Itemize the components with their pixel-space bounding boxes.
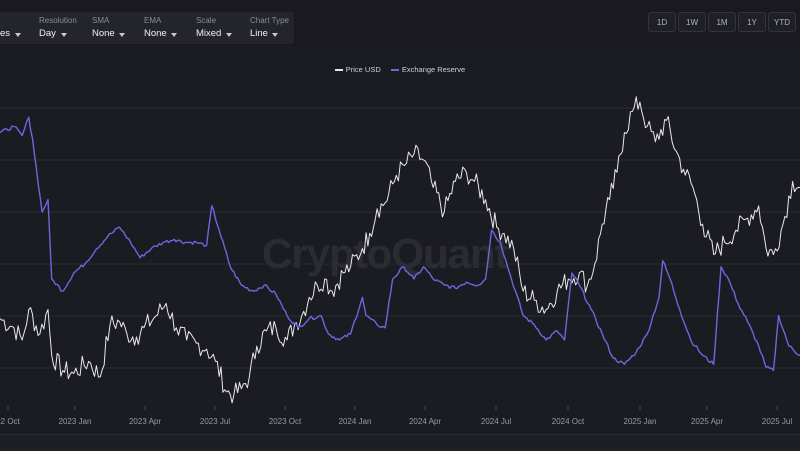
sma-value: None bbox=[92, 28, 115, 39]
chart-settings-group: es Resolution Day SMA None EMA None Scal… bbox=[0, 12, 294, 44]
x-tick-label: 22 Oct bbox=[0, 417, 21, 426]
range-buttons: 1D 1W 1M 1Y YTD bbox=[648, 12, 800, 32]
range-button-1d[interactable]: 1D bbox=[648, 12, 676, 32]
chevron-down-icon bbox=[272, 33, 278, 37]
x-tick-label: 2024 Apr bbox=[409, 417, 441, 426]
chart-type-value: Line bbox=[250, 28, 268, 39]
resolution-select[interactable]: Resolution Day bbox=[39, 12, 83, 44]
range-navigator[interactable] bbox=[0, 434, 800, 451]
x-tick-label: 2025 Jan bbox=[624, 417, 657, 426]
range-button-1y[interactable]: 1Y bbox=[738, 12, 766, 32]
chevron-down-icon bbox=[119, 33, 125, 37]
chart-type-label: Chart Type bbox=[250, 16, 289, 25]
x-tick-label: 2023 Oct bbox=[269, 417, 302, 426]
chevron-down-icon bbox=[15, 33, 21, 37]
x-tick-label: 2025 Jul bbox=[762, 417, 792, 426]
legend-swatch-reserve bbox=[390, 69, 399, 71]
chart-type-select[interactable]: Chart Type Line bbox=[250, 12, 294, 44]
chevron-down-icon bbox=[171, 33, 177, 37]
legend-label-reserve: Exchange Reserve bbox=[401, 65, 466, 74]
range-button-ytd[interactable]: YTD bbox=[768, 12, 796, 32]
category-value: es bbox=[0, 28, 11, 39]
scale-value: Mixed bbox=[196, 28, 222, 39]
chevron-down-icon bbox=[226, 33, 232, 37]
chevron-down-icon bbox=[61, 33, 67, 37]
legend-item-reserve[interactable]: Exchange Reserve bbox=[390, 65, 466, 74]
sma-select[interactable]: SMA None bbox=[92, 12, 136, 44]
chart-toolbar: es Resolution Day SMA None EMA None Scal… bbox=[0, 0, 800, 46]
resolution-value: Day bbox=[39, 28, 56, 39]
range-button-1w[interactable]: 1W bbox=[678, 12, 706, 32]
x-tick-label: 2024 Jan bbox=[339, 417, 372, 426]
legend-swatch-price bbox=[334, 69, 343, 71]
ema-label: EMA bbox=[144, 16, 162, 25]
x-tick-label: 2024 Oct bbox=[552, 417, 585, 426]
chart-area[interactable]: 22 Oct 2023 Jan 2023 Apr 2023 Jul 2023 Oct 20… bbox=[0, 46, 800, 434]
ema-select[interactable]: EMA None bbox=[144, 12, 188, 44]
x-tick-label: 2024 Jul bbox=[481, 417, 511, 426]
scale-label: Scale bbox=[196, 16, 217, 25]
scale-select[interactable]: Scale Mixed bbox=[196, 12, 242, 44]
x-tick-label: 2023 Jul bbox=[200, 417, 230, 426]
x-tick-label: 2023 Apr bbox=[129, 417, 161, 426]
series-line-reserve[interactable] bbox=[0, 116, 800, 372]
x-tick-label: 2023 Jan bbox=[59, 417, 92, 426]
resolution-label: Resolution bbox=[39, 16, 77, 25]
grid-lines bbox=[0, 107, 800, 369]
chart-legend: Price USD Exchange Reserve bbox=[0, 65, 800, 74]
series-line-price[interactable] bbox=[0, 96, 800, 404]
ema-value: None bbox=[144, 28, 167, 39]
category-select[interactable]: es bbox=[0, 12, 30, 44]
cryptoquant-watermark: CryptoQuant bbox=[262, 230, 509, 277]
range-button-1m[interactable]: 1M bbox=[708, 12, 736, 32]
legend-item-price[interactable]: Price USD bbox=[334, 65, 381, 74]
sma-label: SMA bbox=[92, 16, 110, 25]
x-axis-ticks: 22 Oct 2023 Jan 2023 Apr 2023 Jul 2023 Oct 20… bbox=[0, 406, 792, 426]
series-lines bbox=[0, 96, 800, 404]
legend-label-price: Price USD bbox=[345, 65, 381, 74]
x-tick-label: 2025 Apr bbox=[691, 417, 723, 426]
